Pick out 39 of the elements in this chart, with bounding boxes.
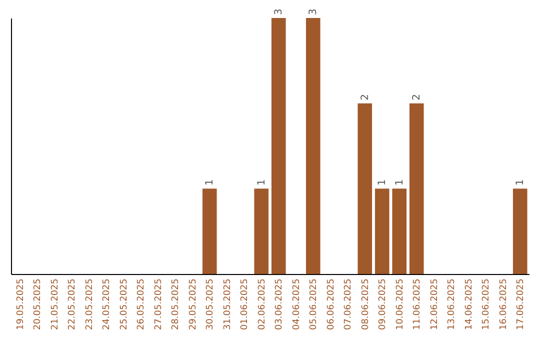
data-label: 1 <box>377 179 388 186</box>
x-tick-label: 25.05.2025 <box>119 278 130 330</box>
x-tick-label: 10.06.2025 <box>395 278 406 330</box>
x-tick-label: 21.05.2025 <box>50 278 60 330</box>
x-tick-label: 17.06.2025 <box>516 278 526 330</box>
x-tick-label: 28.05.2025 <box>171 278 182 330</box>
x-tick-label: 29.05.2025 <box>188 278 198 330</box>
x-tick-label: 05.06.2025 <box>309 278 320 330</box>
x-tick-label: 11.06.2025 <box>412 278 423 330</box>
data-label: 1 <box>394 179 406 186</box>
data-label: 1 <box>204 179 216 186</box>
data-label: 1 <box>515 179 526 186</box>
data-label: 2 <box>412 94 423 100</box>
x-tick-label: 07.06.2025 <box>344 278 354 330</box>
x-tick-label: 12.06.2025 <box>430 278 440 330</box>
x-tick-label: 08.06.2025 <box>360 278 371 330</box>
x-tick-label: 13.06.2025 <box>447 278 458 330</box>
x-tick-label: 20.05.2025 <box>33 278 44 330</box>
x-tick-label: 31.05.2025 <box>222 278 233 330</box>
x-tick-label: 22.05.2025 <box>68 278 78 330</box>
x-tick-label: 27.05.2025 <box>154 278 164 330</box>
x-tick-label: 16.06.2025 <box>498 278 509 330</box>
x-tick-label: 04.06.2025 <box>292 278 302 330</box>
x-tick-label: 01.06.2025 <box>240 278 250 330</box>
x-tick-label: 30.05.2025 <box>206 278 216 330</box>
x-tick-label: 15.06.2025 <box>482 278 492 330</box>
x-tick-label: 23.05.2025 <box>84 278 95 330</box>
x-tick-label: 26.05.2025 <box>136 278 147 330</box>
data-label: 1 <box>256 179 268 186</box>
x-tick-label: 09.06.2025 <box>378 278 388 330</box>
data-label: 3 <box>308 8 320 15</box>
x-tick-label: 06.06.2025 <box>326 278 336 330</box>
data-label: 2 <box>360 94 371 100</box>
x-tick-label: 19.05.2025 <box>16 278 26 330</box>
x-tick-label: 03.06.2025 <box>274 278 285 330</box>
data-label: 3 <box>274 8 285 15</box>
x-tick-label: 24.05.2025 <box>102 278 112 330</box>
x-tick-label: 14.06.2025 <box>464 278 474 330</box>
x-tick-label: 02.06.2025 <box>257 278 268 330</box>
